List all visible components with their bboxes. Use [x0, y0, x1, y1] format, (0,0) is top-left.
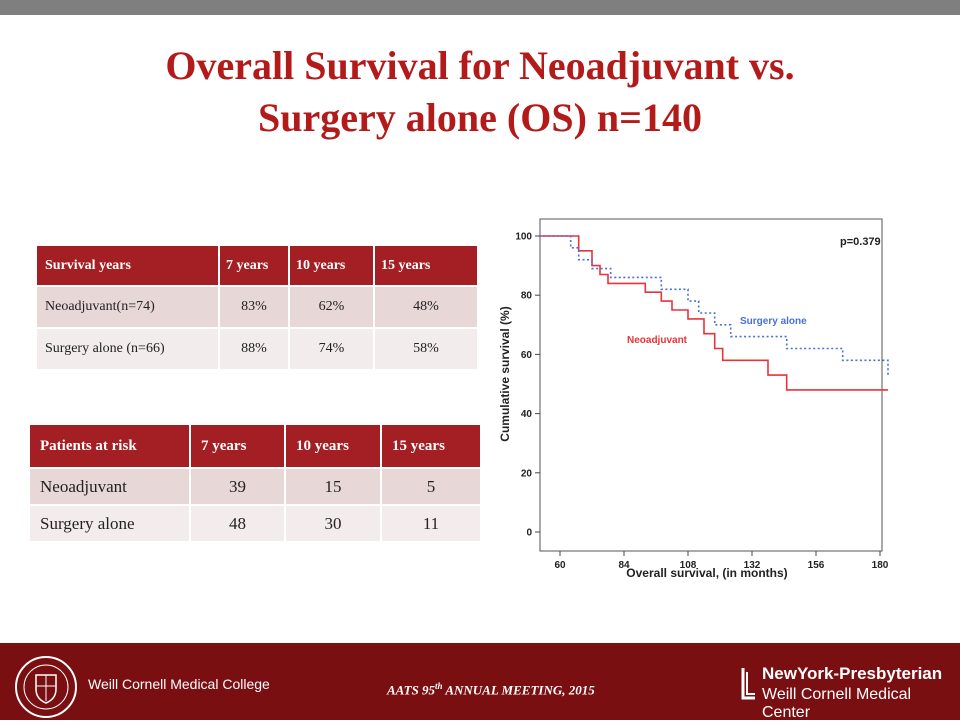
table-cell: 62% [290, 287, 375, 329]
college-name: Weill Cornell Medical College [88, 676, 270, 692]
survival-table: Survival years 7 years 10 years 15 years… [37, 246, 477, 371]
risk-header-cell: 7 years [191, 425, 286, 469]
legend-label-neoadjuvant: Neoadjuvant [627, 335, 688, 346]
table-cell: 5 [382, 469, 480, 506]
table-cell: 48 [191, 506, 286, 543]
hospital-name-line-1: NewYork-Presbyterian [762, 664, 943, 683]
meeting-label-sup: th [435, 681, 443, 691]
y-tick-label: 60 [521, 350, 533, 361]
survival-header-cell: 10 years [290, 246, 375, 287]
risk-header-cell: Patients at risk [30, 425, 191, 469]
y-axis-label: Cumulative survival (%) [498, 306, 512, 441]
table-cell: 39 [191, 469, 286, 506]
x-tick-label: 156 [808, 560, 825, 571]
footer-bar [0, 643, 960, 720]
table-cell: Neoadjuvant(n=74) [37, 287, 220, 329]
table-cell: 15 [286, 469, 382, 506]
plot-frame [539, 218, 883, 552]
table-row: Neoadjuvant(n=74) 83% 62% 48% [37, 287, 477, 329]
survival-header-cell: Survival years [37, 246, 220, 287]
survival-table-header: Survival years 7 years 10 years 15 years [37, 246, 477, 287]
cornell-seal-icon [15, 656, 77, 718]
risk-table-header: Patients at risk 7 years 10 years 15 yea… [30, 425, 480, 469]
table-cell: 83% [220, 287, 290, 329]
x-axis-label: Overall survival, (in months) [626, 566, 787, 580]
legend-label-surgery-alone: Surgery alone [740, 316, 807, 327]
table-cell: 11 [382, 506, 480, 543]
x-tick-label: 84 [618, 560, 630, 571]
survival-chart: p=0.379 Surgery alone Neoadjuvant Overal… [498, 218, 889, 580]
table-cell: 30 [286, 506, 382, 543]
slide-title: Overall Survival for Neoadjuvant vs. Sur… [0, 40, 960, 144]
table-row: Neoadjuvant 39 15 5 [30, 469, 480, 506]
series-line-surgery-alone [538, 235, 889, 376]
table-cell: 88% [220, 329, 290, 371]
x-tick-label: 132 [744, 560, 761, 571]
table-cell: 48% [375, 287, 477, 329]
survival-header-cell: 15 years [375, 246, 477, 287]
table-cell: Neoadjuvant [30, 469, 191, 506]
hospital-name-line-2: Weill Cornell Medical Center [762, 686, 912, 721]
x-tick-label: 180 [872, 560, 889, 571]
x-tick-label: 108 [680, 560, 697, 571]
p-value-annotation: p=0.379 [840, 236, 881, 248]
x-tick-label: 60 [554, 560, 566, 571]
table-row: Surgery alone (n=66) 88% 74% 58% [37, 329, 477, 371]
table-cell: Surgery alone (n=66) [37, 329, 220, 371]
slide-title-line-1: Overall Survival for Neoadjuvant vs. [165, 43, 795, 88]
risk-header-cell: 10 years [286, 425, 382, 469]
nyp-logo-icon [741, 668, 755, 700]
y-tick-label: 40 [521, 409, 533, 420]
survival-header-cell: 7 years [220, 246, 290, 287]
top-bar [0, 0, 960, 15]
meeting-label-pre: AATS 95 [387, 682, 436, 698]
table-cell: Surgery alone [30, 506, 191, 543]
y-tick-label: 20 [521, 468, 533, 479]
risk-header-cell: 15 years [382, 425, 480, 469]
meeting-label: AATS 95th ANNUAL MEETING, 2015 [387, 681, 595, 698]
meeting-label-post: ANNUAL MEETING, 2015 [442, 682, 595, 698]
table-row: Surgery alone 48 30 11 [30, 506, 480, 543]
slide-title-line-2: Surgery alone (OS) n=140 [258, 95, 702, 140]
y-tick-label: 0 [526, 528, 532, 539]
table-cell: 74% [290, 329, 375, 371]
y-tick-label: 80 [521, 291, 533, 302]
table-cell: 58% [375, 329, 477, 371]
series-line-neoadjuvant [538, 235, 888, 391]
risk-table: Patients at risk 7 years 10 years 15 yea… [30, 425, 480, 543]
y-tick-label: 100 [515, 232, 532, 243]
